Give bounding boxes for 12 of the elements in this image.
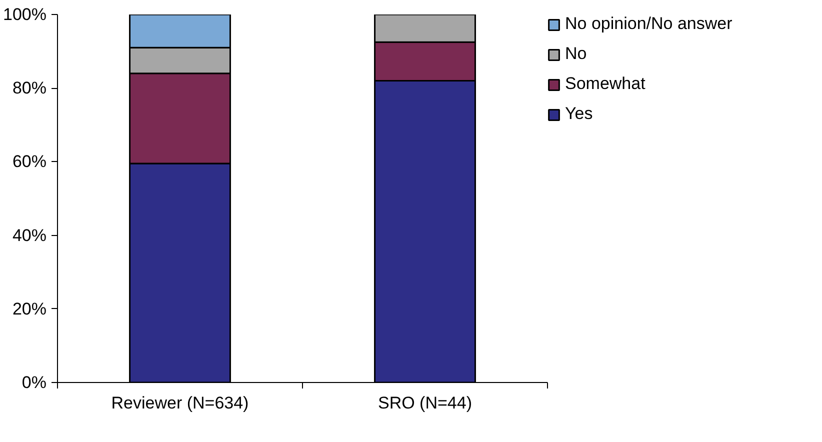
y-tick-label: 60%: [12, 152, 47, 172]
legend-label: No opinion/No answer: [565, 14, 732, 34]
y-tick-label: 0%: [22, 373, 47, 392]
legend-label: Yes: [565, 104, 593, 124]
y-tick-label: 20%: [12, 299, 47, 318]
y-tick-label: 40%: [12, 226, 47, 245]
legend-label: No: [565, 44, 587, 64]
y-tick-label: 100%: [3, 5, 47, 24]
legend-label: Somewhat: [565, 74, 646, 94]
y-tick-label: 80%: [12, 78, 47, 98]
x-tick-label: Reviewer (N=634): [111, 394, 249, 412]
x-tick-label: SRO (N=44): [378, 394, 472, 412]
